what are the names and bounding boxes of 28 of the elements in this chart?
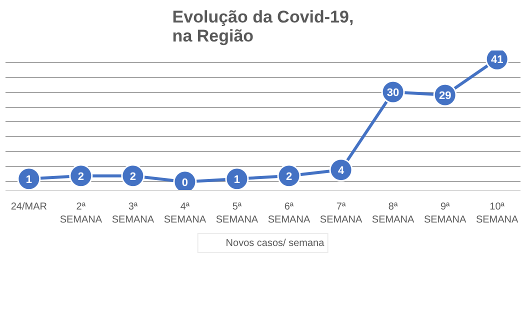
- point: [69, 164, 93, 188]
- point: [17, 167, 41, 190]
- x-tick-label: 4ª SEMANA: [164, 202, 206, 226]
- data-label: 30: [386, 87, 400, 100]
- x-tick-label: 8ª SEMANA: [372, 202, 414, 226]
- chart-title: Evolução da Covid-19, na Região: [172, 8, 354, 46]
- x-tick-label: 7ª SEMANA: [320, 202, 362, 226]
- data-label: 0: [182, 176, 188, 189]
- x-tick-label: 3ª SEMANA: [112, 202, 154, 226]
- x-tick-label: 6ª SEMANA: [268, 202, 310, 226]
- text: Novos casos/ semana: [226, 237, 324, 249]
- data-label: 2: [130, 170, 136, 183]
- x-tick-label: 5ª SEMANA: [216, 202, 258, 226]
- data-label: 2: [286, 170, 292, 183]
- x-tick-label: 9ª SEMANA: [424, 202, 467, 226]
- data-label: 41: [490, 54, 504, 66]
- point: [329, 158, 353, 182]
- point: [121, 164, 145, 188]
- data-label: 1: [234, 174, 240, 186]
- data-label: 29: [438, 90, 452, 102]
- point: [225, 167, 249, 190]
- data-label: 2: [78, 170, 84, 183]
- x-tick-label: 10ª SEMANA: [476, 202, 519, 226]
- x-tick-label: 2ª SEMANA: [60, 202, 102, 226]
- data-label: 4: [338, 164, 345, 177]
- x-tick-label: 24/MAR: [10, 202, 47, 212]
- data-label: 1: [26, 174, 32, 186]
- point: [277, 164, 301, 188]
